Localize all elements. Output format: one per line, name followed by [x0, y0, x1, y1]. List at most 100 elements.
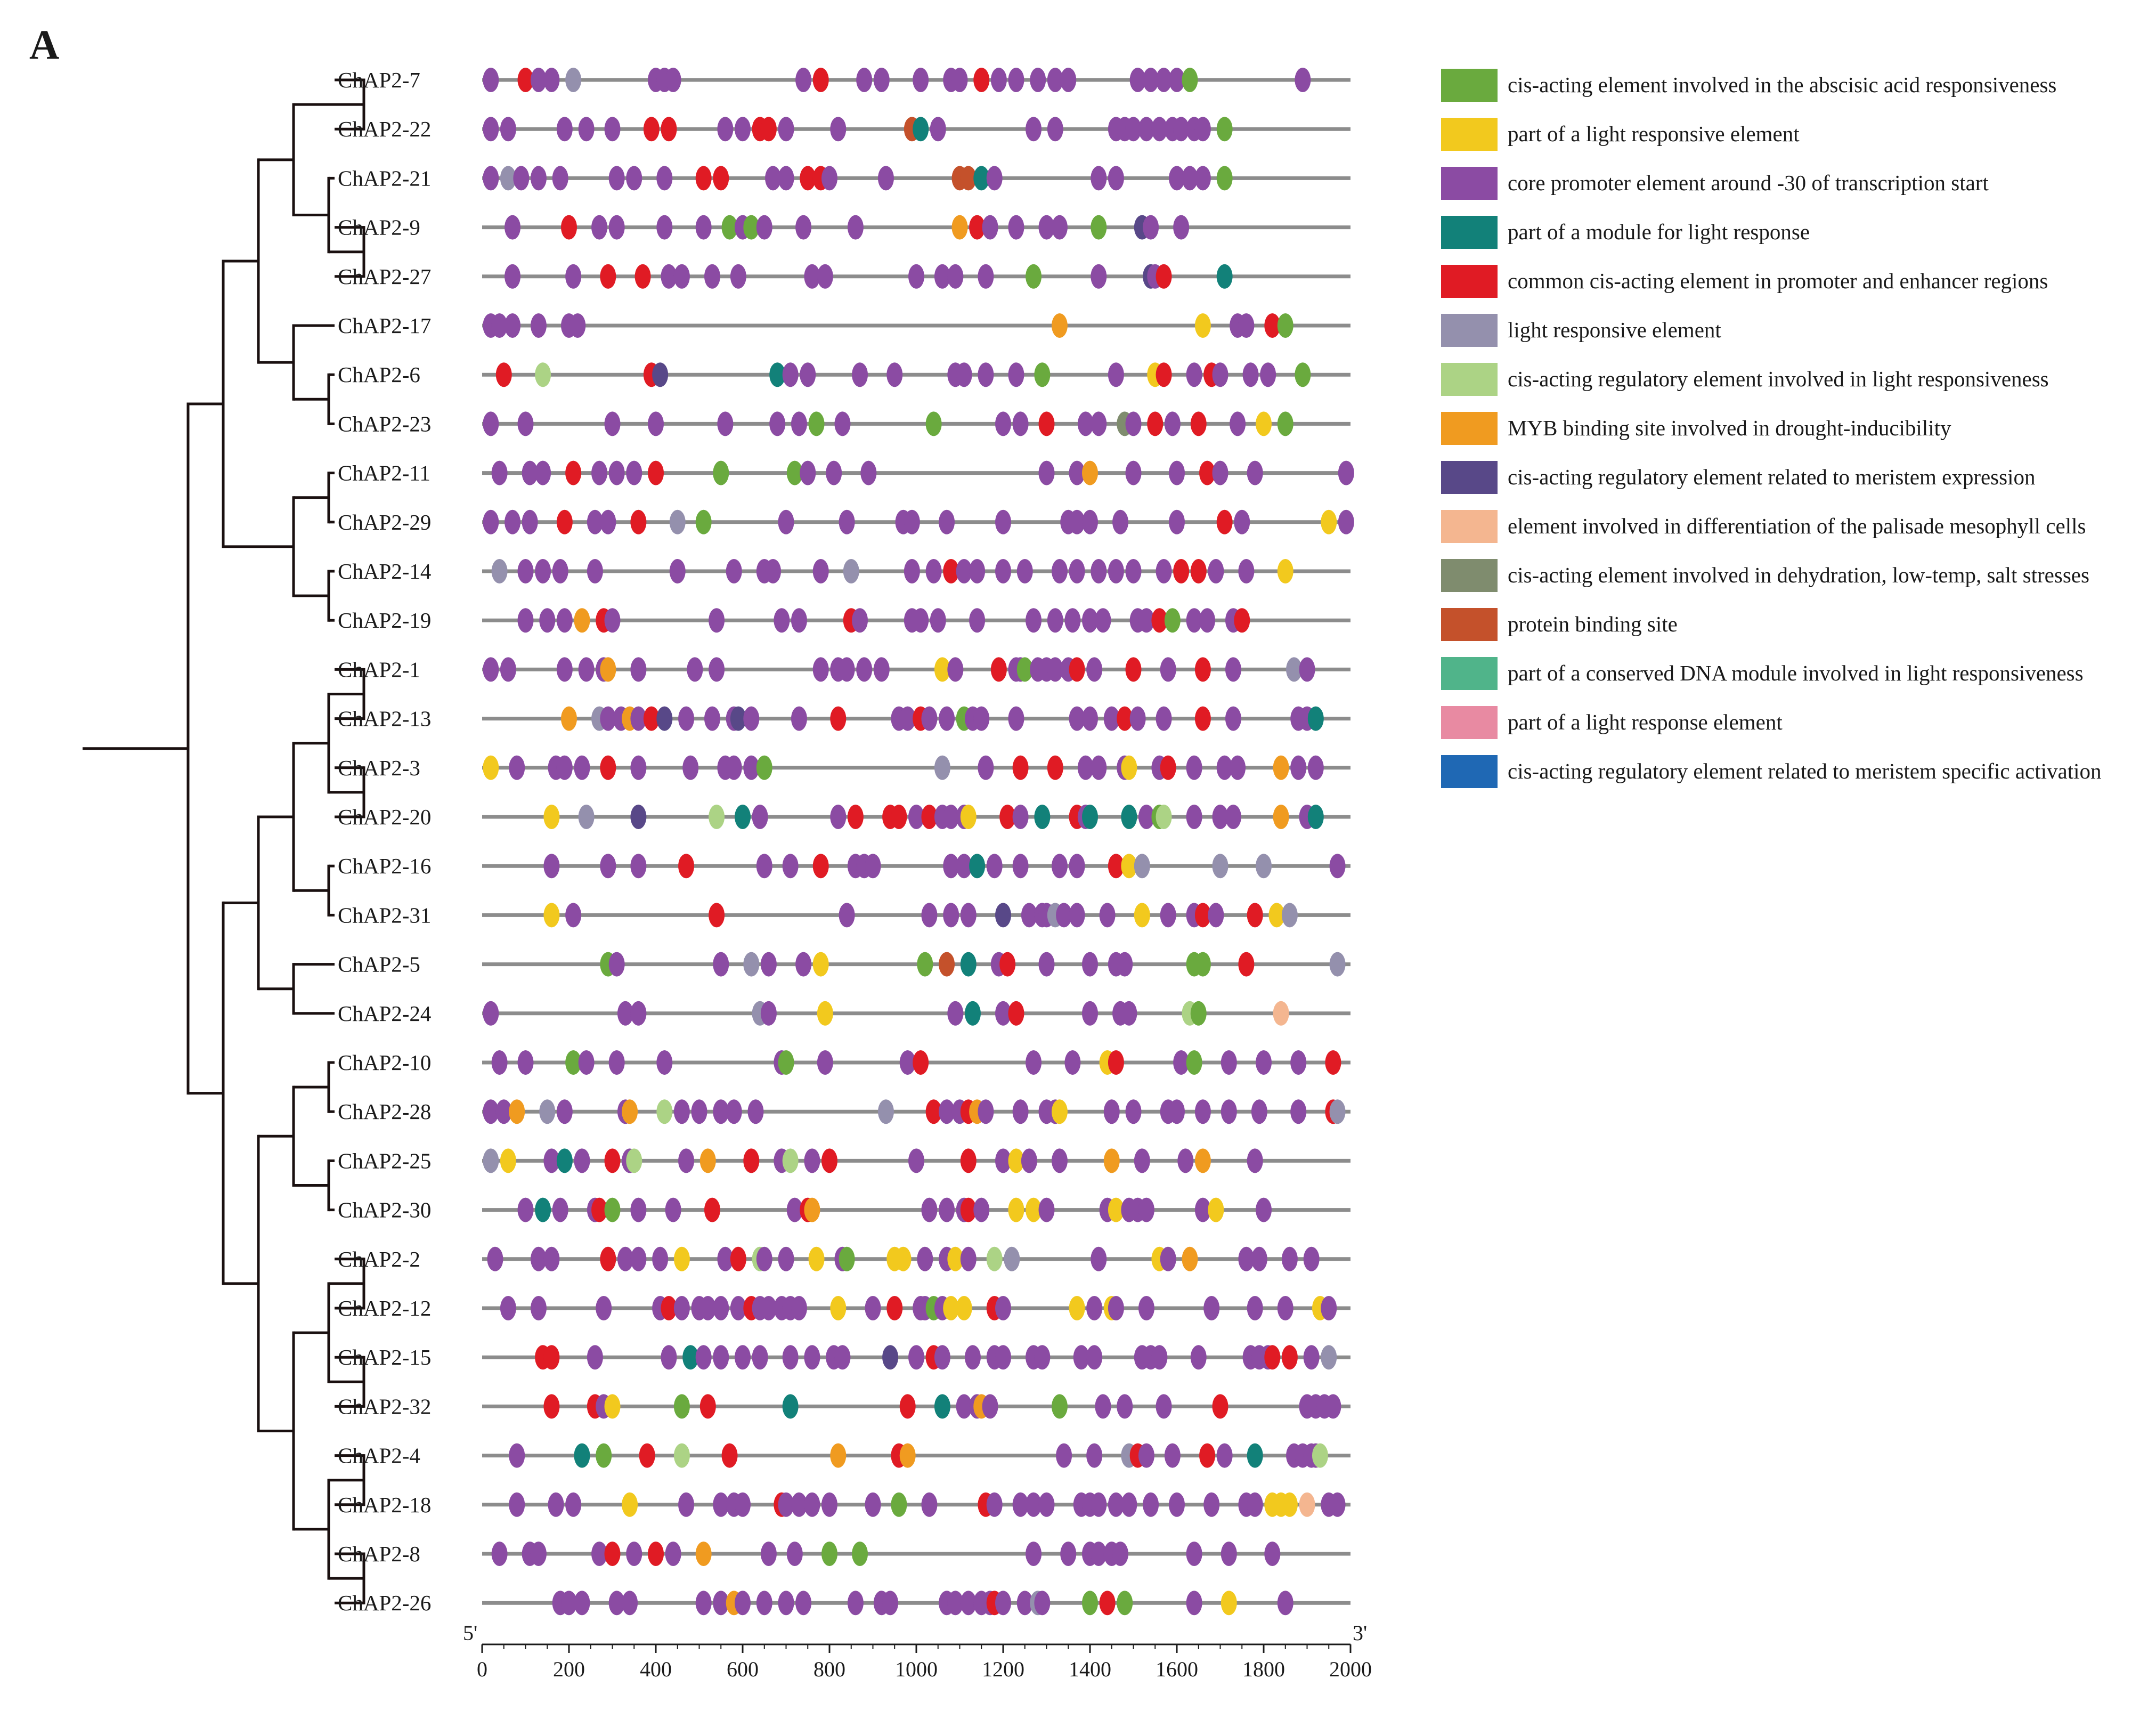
motif-core_promoter [752, 805, 768, 829]
motif-core_promoter [939, 509, 955, 534]
motif-core_promoter [717, 411, 734, 436]
motif-core_promoter [574, 1148, 590, 1173]
five-prime-label: 5' [463, 1621, 477, 1645]
motif-core_promoter [1034, 1591, 1051, 1616]
motif-core_promoter [1303, 1246, 1320, 1271]
gene-label: ChAP2-25 [338, 1148, 431, 1173]
legend-item: cis-acting element involved in dehydrati… [1441, 559, 2089, 592]
motif-light_module [1216, 264, 1233, 289]
three-prime-label: 3' [1353, 1621, 1367, 1645]
motif-core_promoter [699, 1296, 716, 1320]
legend-label: part of a light response element [1508, 710, 1783, 734]
motif-core_promoter [908, 805, 924, 829]
motif-core_promoter [778, 1492, 794, 1517]
motif-light_module [682, 1345, 699, 1370]
motif-common_cis [600, 1246, 616, 1271]
gene-track [482, 1050, 1350, 1075]
legend-label: MYB binding site involved in drought-ind… [1508, 416, 1951, 440]
motif-core_promoter [1251, 1246, 1267, 1271]
motif-core_promoter [630, 854, 647, 879]
motif-abscisic_acid [673, 1394, 690, 1419]
motif-light_part [673, 1246, 690, 1271]
legend-swatch [1441, 559, 1498, 592]
motif-core_promoter [856, 657, 873, 682]
motif-core_promoter [604, 117, 621, 142]
motif-core_promoter [591, 215, 608, 240]
legend-item: protein binding site [1441, 608, 1678, 641]
motif-core_promoter [491, 1050, 508, 1075]
motif-core_promoter [921, 1197, 938, 1222]
tick-label: 1000 [895, 1657, 938, 1681]
motif-common_cis [648, 460, 664, 485]
legend-label: protein binding site [1508, 612, 1678, 636]
motif-core_promoter [760, 952, 777, 977]
motif-core_promoter [500, 117, 516, 142]
motif-core_promoter [1182, 166, 1198, 191]
motif-core_promoter [1190, 1345, 1207, 1370]
motif-abscisic_acid [1164, 608, 1181, 633]
motif-core_promoter [1086, 1443, 1103, 1468]
motif-core_promoter [1030, 68, 1046, 92]
motif-light_part [1026, 1197, 1042, 1222]
legend-label: cis-acting regulatory element related to… [1508, 465, 2035, 489]
gene-label: ChAP2-28 [338, 1099, 431, 1124]
motif-light_part [895, 1246, 912, 1271]
motif-common_cis [639, 1443, 655, 1468]
legend-swatch [1441, 314, 1498, 347]
motif-core_promoter [1091, 1246, 1107, 1271]
motif-core_promoter [1008, 68, 1024, 92]
motif-core_promoter [1064, 1050, 1081, 1075]
motif-core_promoter [1038, 1197, 1055, 1222]
motif-core_promoter [517, 1197, 534, 1222]
motif-core_promoter [1108, 559, 1124, 583]
motif-meristem_expr [995, 903, 1011, 928]
motif-common_cis [604, 1148, 621, 1173]
motif-core_promoter [556, 1099, 573, 1124]
motif-core_promoter [539, 608, 556, 633]
motif-core_promoter [1073, 1345, 1089, 1370]
motif-common_cis [556, 509, 573, 534]
motif-core_promoter [491, 460, 508, 485]
motif-core_promoter [491, 1542, 508, 1566]
motif-core_promoter [1121, 1492, 1137, 1517]
motif-core_promoter [1256, 1197, 1272, 1222]
legend-label: common cis-acting element in promoter an… [1508, 269, 2048, 293]
motif-core_promoter [1225, 706, 1241, 731]
motif-abscisic_acid [1016, 657, 1033, 682]
gene-label: ChAP2-15 [338, 1345, 431, 1369]
motif-core_promoter [1194, 1197, 1211, 1222]
motif-meristem_expr [630, 805, 647, 829]
legend-label: element involved in differentiation of t… [1508, 514, 2086, 538]
motif-core_promoter [1069, 854, 1085, 879]
motif-light_resp [669, 509, 686, 534]
tick-label: 800 [813, 1657, 845, 1681]
legend-item: part of a light response element [1441, 706, 1783, 739]
motif-common_cis [960, 1148, 977, 1173]
motif-common_cis [634, 264, 651, 289]
motif-common_cis [1216, 509, 1233, 534]
motif-core_promoter [986, 1492, 1003, 1517]
motif-core_promoter [791, 706, 807, 731]
motif-core_promoter [630, 657, 647, 682]
motif-core_promoter [795, 1591, 812, 1616]
motif-core_promoter [1247, 1148, 1263, 1173]
motif-core_promoter [1221, 1542, 1237, 1566]
motif-core_promoter [661, 264, 677, 289]
motif-core_promoter [695, 1345, 712, 1370]
motif-abscisic_acid [1091, 215, 1107, 240]
motif-core_promoter [608, 215, 625, 240]
motif-common_cis [921, 805, 938, 829]
motif-common_cis [1264, 1345, 1281, 1370]
motif-light_part [808, 1246, 825, 1271]
motif-core_promoter [812, 657, 829, 682]
motif-core_promoter [709, 608, 725, 633]
motif-core_promoter [730, 264, 746, 289]
motif-core_promoter [1103, 1099, 1120, 1124]
motif-core_promoter [852, 362, 868, 387]
motif-core_promoter [483, 411, 499, 436]
motif-core_promoter [652, 1246, 669, 1271]
gene-track [482, 362, 1350, 387]
tick-label: 1600 [1156, 1657, 1198, 1681]
motif-core_promoter [1082, 952, 1098, 977]
motif-meristem_expr [656, 706, 673, 731]
